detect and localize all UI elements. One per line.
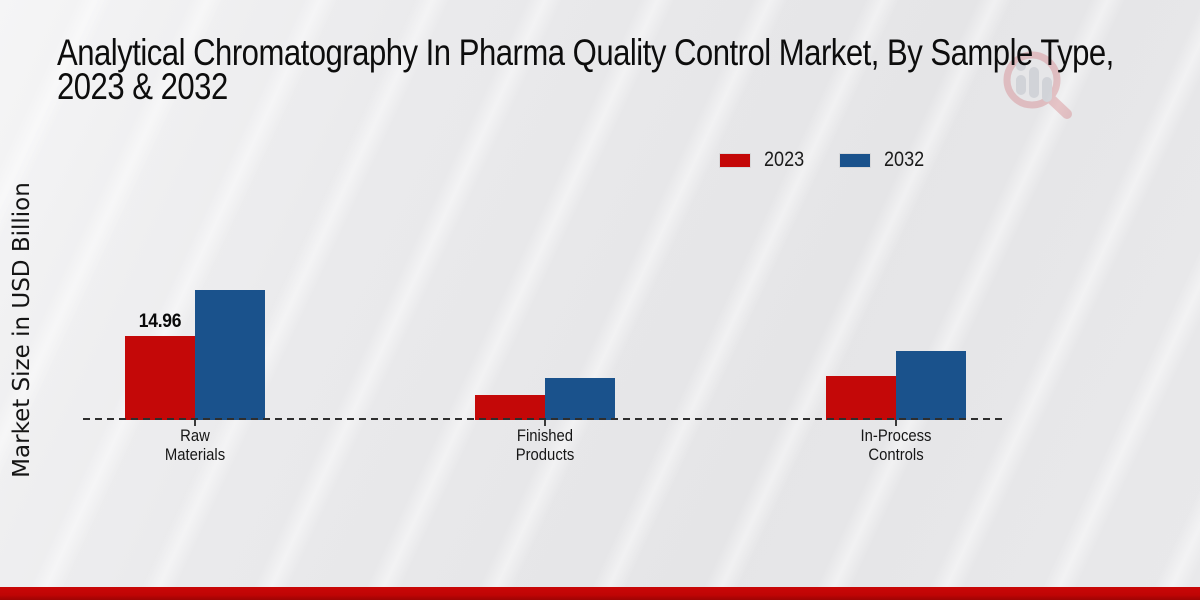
chart-title-line2: 2023 & 2032 (57, 66, 228, 107)
category-label-raw-materials: Raw Materials (164, 427, 225, 464)
x-axis-baseline (83, 418, 1007, 420)
legend-label-2023: 2023 (764, 148, 805, 171)
bar-2032-in-process-controls (895, 351, 966, 420)
bar-value-label: 14.96 (138, 311, 181, 332)
bar-2023-raw-materials (124, 336, 195, 420)
x-axis-tick (544, 420, 546, 426)
chart-title-line1: Analytical Chromatography In Pharma Qual… (57, 32, 1114, 73)
legend-label-2032: 2032 (884, 148, 925, 171)
category-label-finished-products: Finished Products (515, 427, 575, 464)
bar-2023-in-process-controls (825, 375, 896, 420)
bar-2032-finished-products (545, 378, 615, 420)
chart-title: Analytical Chromatography In Pharma Qual… (57, 32, 1114, 107)
bar-2032-raw-materials (194, 289, 265, 420)
x-axis-tick (193, 420, 196, 426)
footer-accent-bar (0, 587, 1200, 600)
legend-swatch-2032 (839, 152, 871, 168)
bar-2023-finished-products (475, 394, 545, 420)
magnifier-bar-chart-icon (1003, 51, 1072, 119)
legend-item-2023: 2023 (719, 149, 811, 171)
x-axis-tick (894, 420, 897, 426)
legend-swatch-2023 (719, 152, 751, 168)
category-label-in-process-controls: In-Process Controls (860, 427, 931, 464)
legend-item-2032: 2032 (839, 149, 931, 171)
